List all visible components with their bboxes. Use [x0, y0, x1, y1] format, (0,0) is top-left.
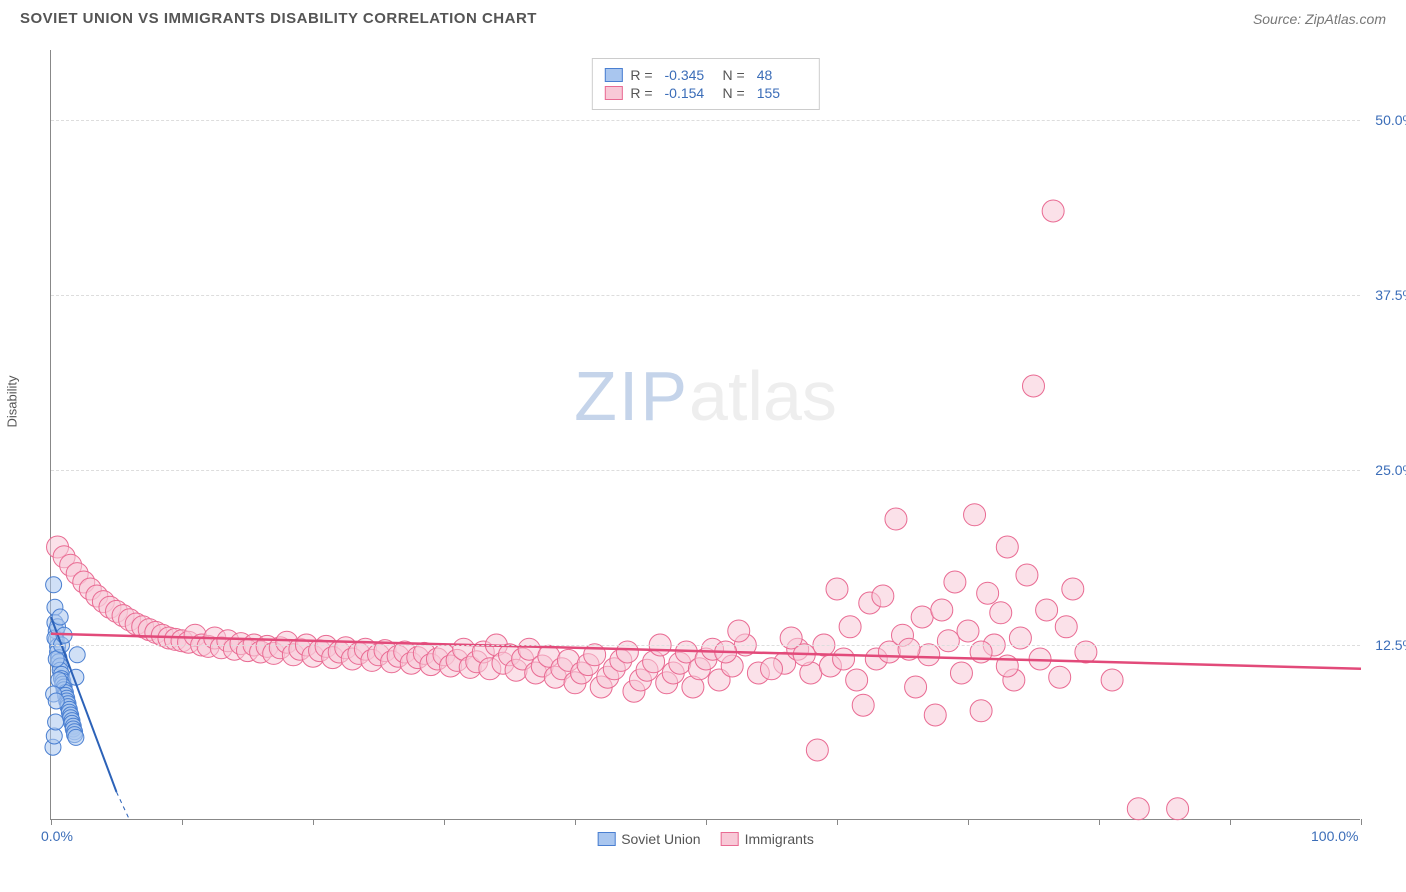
data-point [69, 647, 85, 663]
gridline [51, 295, 1360, 296]
x-tick [51, 819, 52, 825]
gridline [51, 120, 1360, 121]
swatch-soviet-icon [597, 832, 615, 846]
x-tick [1099, 819, 1100, 825]
data-point [977, 582, 999, 604]
data-point [833, 648, 855, 670]
data-point [846, 669, 868, 691]
data-point [48, 693, 64, 709]
x-tick [182, 819, 183, 825]
stats-row-immigrants: R =-0.154 N =155 [604, 85, 806, 101]
data-point [990, 602, 1012, 624]
scatter-svg [51, 50, 1360, 819]
data-point [839, 616, 861, 638]
gridline [51, 645, 1360, 646]
x-tick [706, 819, 707, 825]
data-point [761, 658, 783, 680]
data-point [872, 585, 894, 607]
data-point [950, 662, 972, 684]
stats-legend-box: R =-0.345 N =48 R =-0.154 N =155 [591, 58, 819, 110]
x-tick [1230, 819, 1231, 825]
data-point [1049, 666, 1071, 688]
legend-label-immigrants: Immigrants [745, 831, 814, 847]
bottom-legend: Soviet Union Immigrants [597, 831, 814, 847]
data-point [52, 609, 68, 625]
data-point [68, 729, 84, 745]
data-point [852, 694, 874, 716]
data-point [46, 577, 62, 593]
data-point [1101, 669, 1123, 691]
data-point [1016, 564, 1038, 586]
data-point [1055, 616, 1077, 638]
data-point [911, 606, 933, 628]
data-point [46, 728, 62, 744]
data-point [1023, 375, 1045, 397]
source-attribution: Source: ZipAtlas.com [1253, 11, 1386, 27]
y-tick-label: 12.5% [1375, 637, 1406, 653]
legend-label-soviet: Soviet Union [621, 831, 700, 847]
data-point [1127, 798, 1149, 820]
chart-plot-area: ZIPatlas R =-0.345 N =48 R =-0.154 N =15… [50, 50, 1360, 820]
data-point [1036, 599, 1058, 621]
data-point [931, 599, 953, 621]
x-tick [444, 819, 445, 825]
data-point [964, 504, 986, 526]
x-tick [313, 819, 314, 825]
data-point [905, 676, 927, 698]
legend-item-soviet: Soviet Union [597, 831, 700, 847]
stats-row-soviet: R =-0.345 N =48 [604, 67, 806, 83]
x-tick [1361, 819, 1362, 825]
data-point [1167, 798, 1189, 820]
swatch-soviet [604, 68, 622, 82]
gridline [51, 470, 1360, 471]
swatch-immigrants [604, 86, 622, 100]
data-point [957, 620, 979, 642]
y-tick-label: 50.0% [1375, 112, 1406, 128]
data-point [944, 571, 966, 593]
data-point [728, 620, 750, 642]
data-point [826, 578, 848, 600]
y-axis-label: Disability [5, 375, 20, 427]
x-tick [575, 819, 576, 825]
legend-item-immigrants: Immigrants [721, 831, 814, 847]
data-point [996, 536, 1018, 558]
trend-line-extrapolated [117, 792, 130, 820]
x-tick-label: 0.0% [41, 828, 73, 844]
data-point [924, 704, 946, 726]
data-point [48, 714, 64, 730]
y-tick-label: 25.0% [1375, 462, 1406, 478]
x-tick [968, 819, 969, 825]
data-point [918, 644, 940, 666]
y-tick-label: 37.5% [1375, 287, 1406, 303]
swatch-immigrants-icon [721, 832, 739, 846]
x-tick-label: 100.0% [1311, 828, 1358, 844]
data-point [885, 508, 907, 530]
data-point [937, 630, 959, 652]
x-tick [837, 819, 838, 825]
data-point [970, 700, 992, 722]
chart-title: SOVIET UNION VS IMMIGRANTS DISABILITY CO… [20, 10, 537, 27]
data-point [1062, 578, 1084, 600]
data-point [806, 739, 828, 761]
data-point [1042, 200, 1064, 222]
